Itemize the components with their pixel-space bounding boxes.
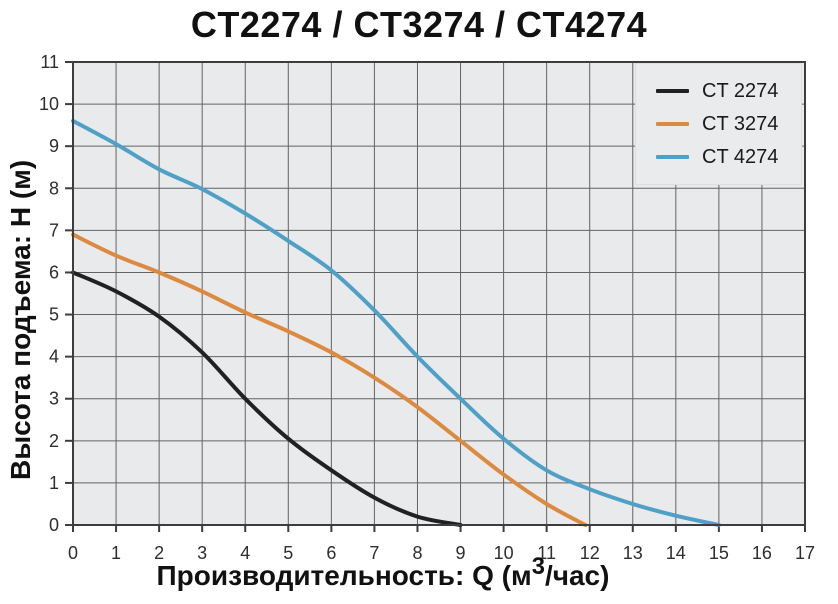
chart-title: CT2274 / CT3274 / CT4274 xyxy=(190,4,648,45)
legend-label: CT 3274 xyxy=(702,112,779,135)
svg-text:6: 6 xyxy=(49,262,59,282)
svg-text:15: 15 xyxy=(709,543,729,563)
svg-text:1: 1 xyxy=(111,543,121,563)
legend-item: CT 4274 xyxy=(636,146,801,169)
svg-text:9: 9 xyxy=(49,136,59,156)
svg-text:3: 3 xyxy=(197,543,207,563)
curve-ct-2274 xyxy=(71,270,463,527)
svg-text:17: 17 xyxy=(795,543,815,563)
svg-text:14: 14 xyxy=(666,543,686,563)
legend: CT 2274 CT 3274 CT 4274 xyxy=(635,63,802,185)
x-axis-label: Производительность: Q (м3/час) xyxy=(30,554,736,592)
svg-text:0: 0 xyxy=(49,515,59,535)
svg-text:12: 12 xyxy=(580,543,600,563)
svg-text:4: 4 xyxy=(49,347,59,367)
svg-text:8: 8 xyxy=(412,543,422,563)
svg-text:2: 2 xyxy=(154,543,164,563)
svg-text:0: 0 xyxy=(68,543,78,563)
legend-label: CT 4274 xyxy=(702,145,779,168)
plot-border xyxy=(72,61,806,526)
legend-swatch xyxy=(656,89,689,93)
legend-label: CT 2274 xyxy=(702,79,779,102)
svg-text:2: 2 xyxy=(49,431,59,451)
svg-text:10: 10 xyxy=(39,94,59,114)
x-axis-label-suffix: /час) xyxy=(544,560,610,591)
tick-marks xyxy=(65,61,806,532)
svg-text:4: 4 xyxy=(240,543,250,563)
svg-text:11: 11 xyxy=(40,52,59,72)
y-tick-labels: 0 1 2 3 4 5 6 7 8 9 10 11 xyxy=(39,52,59,535)
svg-text:5: 5 xyxy=(49,305,59,325)
svg-text:1: 1 xyxy=(49,473,59,493)
y-axis-label: Высота подъема: Н (м) xyxy=(5,159,36,481)
svg-text:6: 6 xyxy=(326,543,336,563)
x-tick-labels: 0 1 2 3 4 5 6 7 8 9 10 11 12 13 14 15 16 17 xyxy=(68,543,815,563)
curve-ct-3274 xyxy=(71,232,588,527)
svg-text:8: 8 xyxy=(49,178,59,198)
curve-ct-4274 xyxy=(71,118,721,527)
svg-text:11: 11 xyxy=(537,543,556,563)
svg-text:13: 13 xyxy=(623,543,643,563)
svg-text:5: 5 xyxy=(283,543,293,563)
x-axis-label-prefix: Производительность: Q (м xyxy=(156,560,532,591)
svg-text:10: 10 xyxy=(494,543,514,563)
legend-swatch xyxy=(656,122,689,126)
legend-item: CT 2274 xyxy=(636,80,801,103)
legend-item: CT 3274 xyxy=(636,113,801,136)
svg-text:16: 16 xyxy=(752,543,772,563)
x-axis-label-superscript: 3 xyxy=(531,552,545,580)
legend-swatch xyxy=(656,155,689,159)
svg-text:9: 9 xyxy=(456,543,466,563)
svg-text:3: 3 xyxy=(49,389,59,409)
svg-text:7: 7 xyxy=(369,543,379,563)
svg-text:7: 7 xyxy=(49,220,59,240)
